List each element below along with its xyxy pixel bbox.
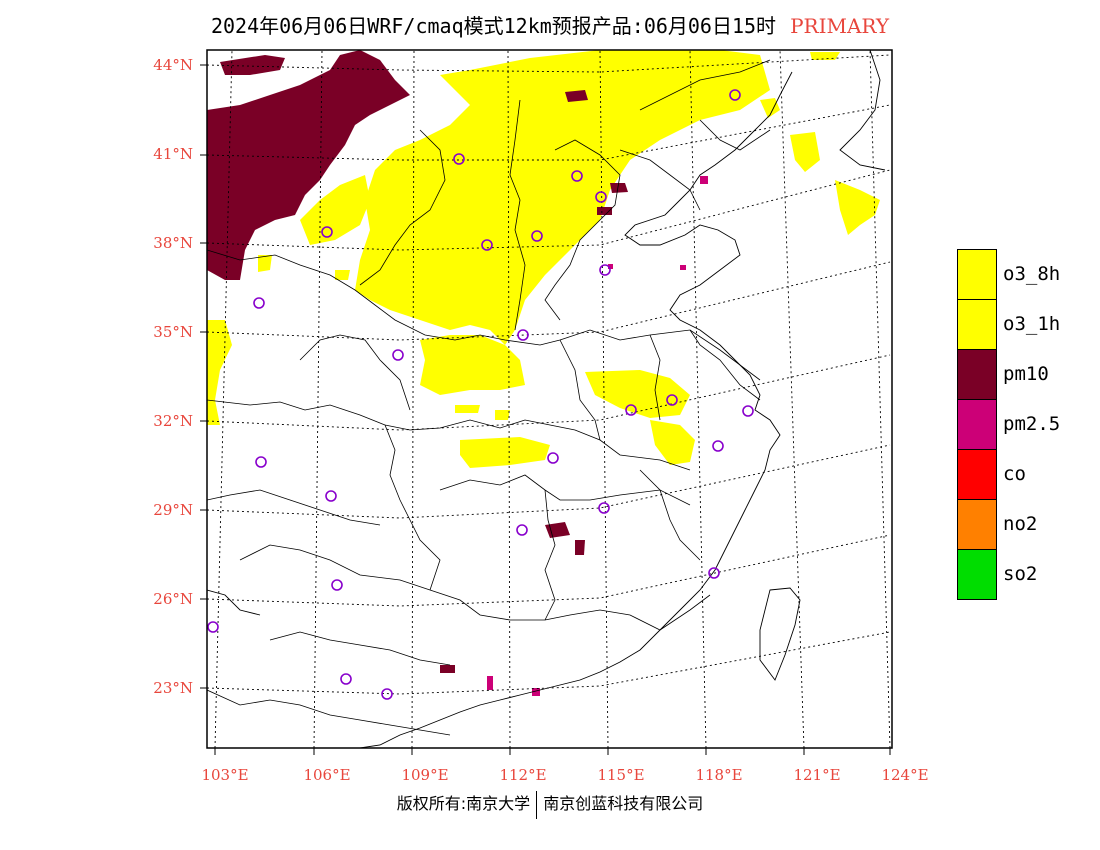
o3-region — [207, 50, 880, 468]
pm10-region — [207, 50, 628, 673]
legend-label-o3-8h: o3_8h — [1003, 263, 1061, 285]
lat-label-44: 44°N — [153, 56, 193, 74]
province-boundaries — [207, 59, 771, 736]
legend-swatch-o3-8h — [957, 249, 997, 300]
legend-swatch-co — [957, 449, 997, 500]
coastline — [207, 50, 886, 748]
legend-label-pm10: pm10 — [1003, 363, 1049, 385]
legend-swatch-no2 — [957, 499, 997, 550]
lat-label-23: 23°N — [153, 679, 193, 697]
legend-swatch-o3-1h — [957, 299, 997, 350]
copyright-separator — [536, 790, 538, 819]
legend-label-no2: no2 — [1003, 513, 1038, 535]
lat-label-26: 26°N — [153, 590, 193, 608]
legend-label-o3-1h: o3_1h — [1003, 313, 1061, 335]
lon-label-106: 106°E — [303, 766, 351, 784]
lon-label-121: 121°E — [793, 766, 841, 784]
lon-label-124: 124°E — [881, 766, 929, 784]
copyright-line: 版权所有:南京大学 南京创蓝科技有限公司 — [0, 790, 1100, 819]
lon-label-103: 103°E — [201, 766, 249, 784]
map-frame — [206, 49, 893, 749]
lon-label-109: 109°E — [401, 766, 449, 784]
axis-ticks — [200, 64, 891, 755]
lat-label-38: 38°N — [153, 234, 193, 252]
station-markers — [207, 89, 754, 700]
lat-label-35: 35°N — [153, 323, 193, 341]
legend-swatch-so2 — [957, 549, 997, 600]
title-tag: PRIMARY — [790, 14, 890, 38]
lon-label-112: 112°E — [499, 766, 547, 784]
legend-label-co: co — [1003, 463, 1026, 485]
graticule — [207, 50, 891, 748]
legend-label-so2: so2 — [1003, 563, 1038, 585]
lat-label-29: 29°N — [153, 501, 193, 519]
lon-label-118: 118°E — [695, 766, 743, 784]
legend-label-pm25: pm2.5 — [1003, 413, 1061, 435]
lon-label-115: 115°E — [597, 766, 645, 784]
legend-swatch-pm10 — [957, 349, 997, 400]
legend-swatch-pm25 — [957, 399, 997, 450]
title-text: 2024年06月06日WRF/cmaq模式12km预报产品:06月06日15时 — [210, 14, 777, 38]
lat-label-41: 41°N — [153, 145, 193, 163]
pm25-region — [487, 176, 708, 696]
copyright-left: 版权所有:南京大学 — [396, 794, 531, 813]
copyright-right: 南京创蓝科技有限公司 — [543, 794, 704, 813]
map-title: 2024年06月06日WRF/cmaq模式12km预报产品:06月06日15时 P… — [0, 10, 1100, 39]
lat-label-32: 32°N — [153, 412, 193, 430]
